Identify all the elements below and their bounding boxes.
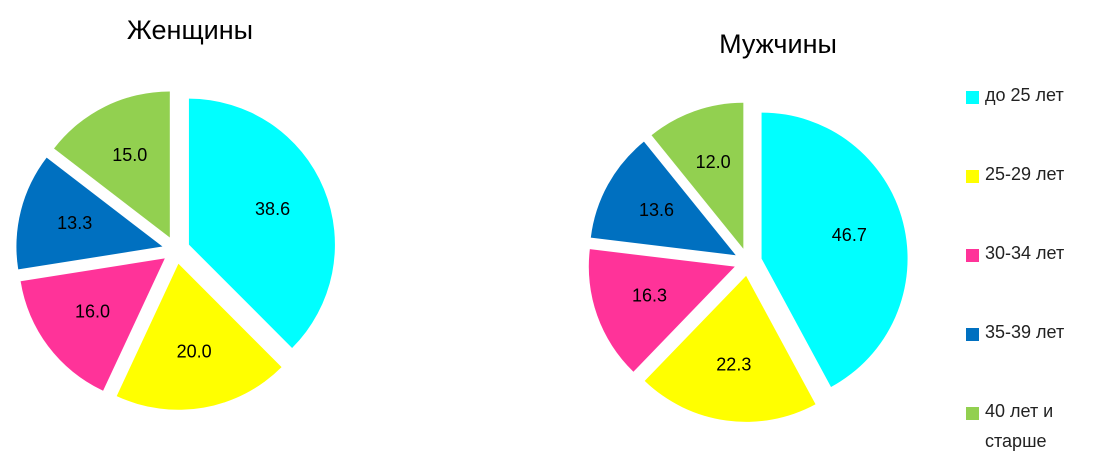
legend-swatch (966, 328, 979, 341)
pie-slice (651, 102, 744, 249)
data-label: 22.3 (716, 354, 751, 374)
pie-slice (20, 258, 165, 391)
chart-title: Женщины (127, 15, 253, 45)
legend-swatch (966, 170, 979, 183)
pie-slice (116, 263, 282, 410)
legend-label: до 25 лет (985, 85, 1064, 105)
pie-slice (16, 157, 163, 270)
data-label: 16.3 (632, 286, 667, 306)
pie-slice (54, 91, 170, 238)
legend-label: 25-29 лет (985, 164, 1065, 184)
chart-title: Мужчины (719, 29, 837, 59)
pie-slice (588, 249, 735, 372)
pie-slice (644, 275, 816, 422)
legend-item: 35-39 лет (966, 322, 1085, 347)
legend-swatch (966, 249, 979, 262)
legend-item: 40 лет и старше (966, 401, 1085, 456)
legend-label: 40 лет и старше (985, 401, 1054, 451)
legend-item: 25-29 лет (966, 164, 1085, 189)
pie-slice (188, 98, 335, 348)
legend-item: 30-34 лет (966, 243, 1085, 268)
legend-item: до 25 лет (966, 85, 1085, 110)
data-label: 13.3 (57, 213, 92, 233)
pie-slice (590, 141, 736, 256)
data-label: 16.0 (75, 302, 110, 322)
data-label: 46.7 (832, 225, 867, 245)
legend-label: 35-39 лет (985, 322, 1065, 342)
data-label: 12.0 (696, 152, 731, 172)
data-label: 38.6 (255, 199, 290, 219)
legend-label: 30-34 лет (985, 243, 1065, 263)
pie-slice (761, 112, 908, 387)
data-label: 15.0 (112, 145, 147, 165)
data-label: 20.0 (177, 342, 212, 362)
data-label: 13.6 (639, 200, 674, 220)
legend-swatch (966, 91, 979, 104)
legend-swatch (966, 407, 979, 420)
